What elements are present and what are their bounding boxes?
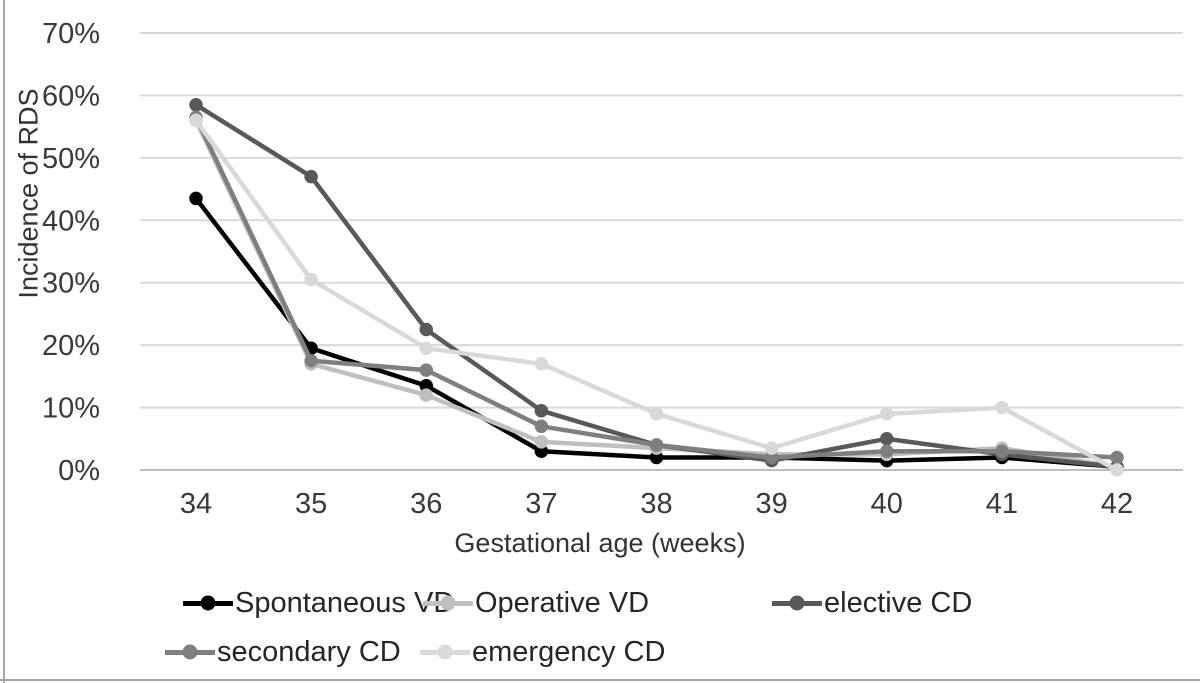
data-point-secondary-cd	[880, 444, 894, 459]
data-point-emergency-cd	[880, 407, 894, 421]
data-point-elective-cd	[534, 403, 549, 418]
y-tick-label: 20%	[42, 330, 100, 362]
x-axis-title: Gestational age (weeks)	[454, 528, 746, 558]
data-point-elective-cd	[419, 322, 433, 337]
y-tick-label: 60%	[42, 80, 100, 112]
y-tick-label: 0%	[58, 455, 100, 487]
x-tick-label: 38	[640, 488, 672, 520]
x-tick-label: 42	[1101, 488, 1133, 520]
y-tick-label: 30%	[42, 268, 100, 300]
data-point-emergency-cd	[189, 113, 203, 128]
data-point-elective-cd	[304, 169, 318, 184]
data-point-spontaneous-vd	[189, 191, 203, 206]
data-point-secondary-cd	[649, 438, 664, 452]
y-tick-label: 70%	[42, 18, 100, 50]
y-axis-title: Incidence of RDS	[13, 88, 44, 299]
data-point-secondary-cd	[1110, 450, 1124, 465]
x-tick-label: 39	[755, 488, 787, 520]
data-point-emergency-cd	[304, 272, 318, 287]
x-tick-label: 34	[180, 488, 212, 520]
y-tick-label: 50%	[42, 143, 100, 175]
data-point-emergency-cd	[534, 357, 549, 371]
data-point-emergency-cd	[764, 441, 779, 455]
data-point-secondary-cd	[995, 444, 1009, 459]
series-line-spontaneous-vd	[193, 196, 1120, 470]
x-tick-label: 35	[295, 488, 327, 520]
y-tick-label: 10%	[42, 393, 100, 425]
data-point-operative-vd	[534, 435, 549, 449]
bottom-border-line	[0, 679, 1200, 681]
data-point-operative-vd	[419, 388, 433, 402]
y-tick-label: 40%	[42, 205, 100, 237]
x-tick-label: 41	[986, 488, 1018, 520]
data-point-emergency-cd	[995, 400, 1009, 415]
data-point-emergency-cd	[419, 341, 433, 356]
data-point-elective-cd	[880, 432, 894, 446]
x-tick-label: 36	[410, 488, 442, 520]
data-point-secondary-cd	[534, 419, 549, 434]
x-tick-label: 37	[525, 488, 557, 520]
left-border-line	[3, 0, 5, 683]
data-point-secondary-cd	[419, 363, 433, 377]
x-tick-label: 40	[871, 488, 903, 520]
data-point-secondary-cd	[304, 354, 318, 368]
data-point-emergency-cd	[1110, 463, 1124, 477]
data-point-elective-cd	[189, 98, 203, 112]
data-point-emergency-cd	[649, 407, 664, 421]
series-line-secondary-cd	[193, 115, 1120, 460]
